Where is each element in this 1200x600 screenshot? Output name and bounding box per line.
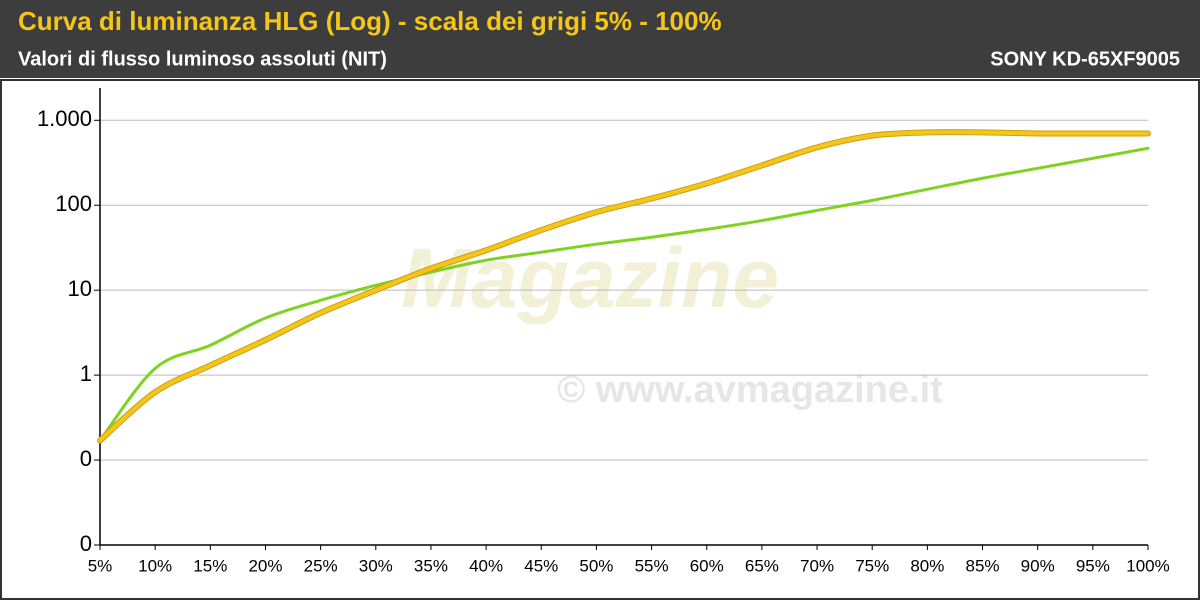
y-tick-label: 100: [55, 191, 92, 216]
y-tick-label: 10: [68, 276, 92, 301]
line: [98, 146, 1150, 442]
y-tick-label: 1: [80, 361, 92, 386]
x-tick-label: 85%: [966, 556, 1000, 575]
y-tick-label: 0: [80, 446, 92, 471]
y-tick-label: 1.000: [37, 106, 92, 131]
x-tick-label: 100%: [1126, 556, 1169, 575]
x-tick-label: 60%: [690, 556, 724, 575]
x-tick-label: 25%: [304, 556, 338, 575]
x-tick-label: 5%: [88, 556, 113, 575]
x-tick-label: 40%: [469, 556, 503, 575]
watermark: © www.avmagazine.it: [557, 369, 943, 411]
subtitle: Valori di flusso luminoso assoluti (NIT): [18, 48, 387, 70]
x-tick-label: 55%: [635, 556, 669, 575]
x-tick-label: 95%: [1076, 556, 1110, 575]
x-tick-label: 20%: [248, 556, 282, 575]
model: SONY KD-65XF9005: [990, 48, 1180, 70]
chart-title: Curva di luminanza HLG (Log) - scala dei…: [18, 6, 722, 36]
x-tick-label: 35%: [414, 556, 448, 575]
x-tick-label: 50%: [579, 556, 613, 575]
x-tick-label: 10%: [138, 556, 172, 575]
logo: Magazine: [401, 231, 779, 325]
x-tick-label: 45%: [524, 556, 558, 575]
line: [98, 130, 1150, 443]
x-tick-label: 30%: [359, 556, 393, 575]
x-tick-label: 90%: [1021, 556, 1055, 575]
x-tick-label: 80%: [910, 556, 944, 575]
frame: [0, 79, 1200, 600]
x-tick-label: 75%: [855, 556, 889, 575]
x-tick-label: 70%: [800, 556, 834, 575]
x-tick-label: 65%: [745, 556, 779, 575]
y-tick-label: 0: [80, 531, 92, 556]
x-tick-label: 15%: [193, 556, 227, 575]
header: [0, 0, 1200, 78]
